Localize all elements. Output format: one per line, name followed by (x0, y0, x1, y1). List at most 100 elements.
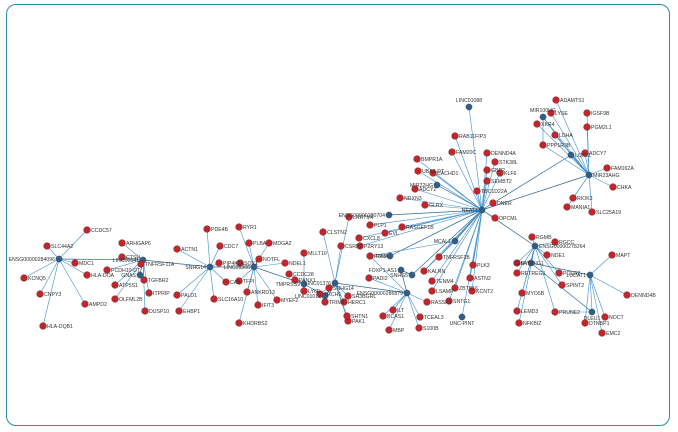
node-label-kcnq5: KCNQ5 (28, 276, 46, 282)
edge-SNHG14-PDE4B (206, 228, 211, 268)
gene-node-ryr1 (235, 223, 243, 231)
edge-ENSG00000278264-POLG2 (534, 245, 560, 274)
node-label-zbtb16: ZBTB16 (459, 286, 478, 292)
node-label-tceal3: TCEAL3 (424, 315, 444, 321)
gene-node-adcy2 (411, 185, 419, 193)
node-label-mania1: MANIA1 (571, 205, 590, 211)
gene-node-ehbp1 (175, 307, 183, 315)
node-label-pcdh10-dt: PCDH10-DT (111, 268, 141, 274)
edge-NEAT1-KLF6 (481, 172, 501, 211)
edge-MIR23AHG-CHKA (588, 174, 614, 188)
node-label-atp5s1: ATP5S1 (119, 283, 138, 289)
edge-ENSG00000278264-MYO5B (521, 245, 536, 294)
gene-node-csrp2 (337, 242, 345, 250)
node-label-bmpr1a: BMPR1A (421, 157, 443, 163)
edge-ENSG00000286879-RASSF3 (406, 292, 428, 303)
gene-node-arhgap6 (118, 239, 126, 247)
edge-MCAL1-PTMA (369, 240, 456, 257)
node-label-glrx: GLRX (429, 203, 444, 209)
gene-node-sox1 (236, 259, 244, 267)
gene-node-s100b (415, 324, 423, 332)
edge-NEAT1-NRXN3 (399, 197, 483, 211)
node-label-rassf3: RASSF3 (431, 300, 451, 306)
gene-node-zbtb16 (451, 284, 459, 292)
gene-node-noct (601, 313, 609, 321)
gene-node-kalrn (420, 267, 428, 275)
node-label-cefa: CEFA (513, 261, 527, 267)
node-label-olfml2b: OLFML2B (119, 297, 143, 303)
gene-node-shtn1 (343, 312, 351, 320)
node-label-ppp1r3b: PPP1R3B (547, 143, 571, 149)
gene-node-pald1 (173, 291, 181, 299)
gene-node-emc2 (598, 329, 606, 337)
edge-NEAT1-ZBTB16 (454, 209, 483, 289)
node-label-mcal1: MCAL1 (434, 239, 451, 245)
node-label-myef2: MYEF2 (281, 298, 298, 304)
node-label-ldha: LDHA (559, 133, 573, 139)
node-label-rp3: RP3 (376, 254, 386, 260)
hub-node-ensg00000284096 (55, 255, 63, 263)
node-label-slc16a10: SLC16A10 (218, 297, 243, 303)
node-label-snhg5: SNHG5 (390, 273, 408, 279)
hub-node-mcal1 (451, 237, 459, 245)
node-label-snhg14: SNHG14 (333, 286, 354, 292)
gene-node-syndig1 (513, 259, 521, 267)
edge-ENSG00000286879-MBP (388, 292, 408, 331)
gene-node-sntg1 (445, 297, 453, 305)
node-label-rasgef1b: RASGEF1B (406, 225, 434, 231)
edge-NEAT1-MIR23AHG (481, 174, 590, 211)
gene-node-mdc1 (71, 259, 79, 267)
gene-node-cnpy3 (36, 290, 44, 298)
node-label-dennd4b: DENND4B (631, 293, 656, 299)
gene-node-ndel1 (281, 259, 289, 267)
edge-ENSG00000284096-HLA-DQB1 (42, 258, 60, 327)
node-label-linc01088: LINC01088 (456, 98, 482, 104)
node-label-shtn1: SHTN1 (351, 314, 368, 320)
gene-node-astn2 (466, 274, 474, 282)
edge-MIR23AHG-SLC25A19 (588, 174, 593, 213)
gene-node-dennd4a (483, 149, 491, 157)
node-label-ensg00000280704: ENSG00000280704 (339, 213, 386, 219)
gene-node-plp1 (366, 221, 374, 229)
gene-node-slc25a19 (588, 208, 596, 216)
gene-node-lsamp (428, 287, 436, 295)
node-label-ctsh: CTSH (126, 255, 140, 261)
node-label-herc1: HERC1 (348, 300, 366, 306)
edge-ENSG00000286879-BCAS1 (382, 292, 408, 317)
gene-node-chka (609, 183, 617, 191)
node-label-linc01366: LINC01366 (224, 265, 250, 271)
node-label-tnfrsf1b: TNFRSF1B (443, 255, 470, 261)
gene-node-snhg14 (325, 284, 333, 292)
node-label-dtnbp1: DTNBP1 (589, 321, 610, 327)
edge-SNHG14-EHBP1 (178, 266, 211, 312)
hub-node-unc-pint (458, 313, 466, 321)
gene-node-stk38l (491, 158, 499, 166)
gene-node-ilt (389, 306, 397, 314)
gene-node-retreg1 (513, 269, 521, 277)
node-label-plp1: PLP1 (374, 223, 387, 229)
hub-node-mir23ahg (585, 171, 593, 179)
edge-MIR100HG-MIR23AHG (542, 116, 590, 176)
gene-node-cachd1 (429, 169, 437, 177)
gene-node-klf6 (496, 169, 504, 177)
gene-node-riok3 (569, 194, 577, 202)
node-label-lrrtm4: LRRTM4 (353, 215, 374, 221)
network-diagram: LINC01088 UNC-PINT MIR100HG ENSG00000284096… (9, 96, 656, 337)
node-label-tgfbr2: TGFBR2 (148, 278, 169, 284)
gene-node-slc16a10 (210, 295, 218, 303)
hub-node-gnas (136, 271, 144, 279)
node-label-myo5b: MYO5B (526, 291, 545, 297)
gene-node-lrrtm4 (345, 213, 353, 221)
gene-node-ampd2 (81, 300, 89, 308)
hub-node-lucat1 (586, 271, 594, 279)
node-label-nfkbiz: NFKBIZ (523, 321, 541, 327)
edge-NEAT1-P2RY13 (359, 209, 483, 247)
gene-node-sh3bgrl (344, 292, 352, 300)
edge-ENSG00000278264-SPINT2 (534, 245, 563, 286)
edge-NEAT1-UBA6-DT (417, 170, 483, 211)
edge-LINC00641-PCDH10-DT (106, 259, 144, 271)
node-label-astn2: ASTN2 (474, 276, 491, 282)
gene-node-nde1 (543, 251, 551, 259)
gene-node-tceal3 (416, 313, 424, 321)
node-label-prune2: PRUNE2 (559, 310, 580, 316)
